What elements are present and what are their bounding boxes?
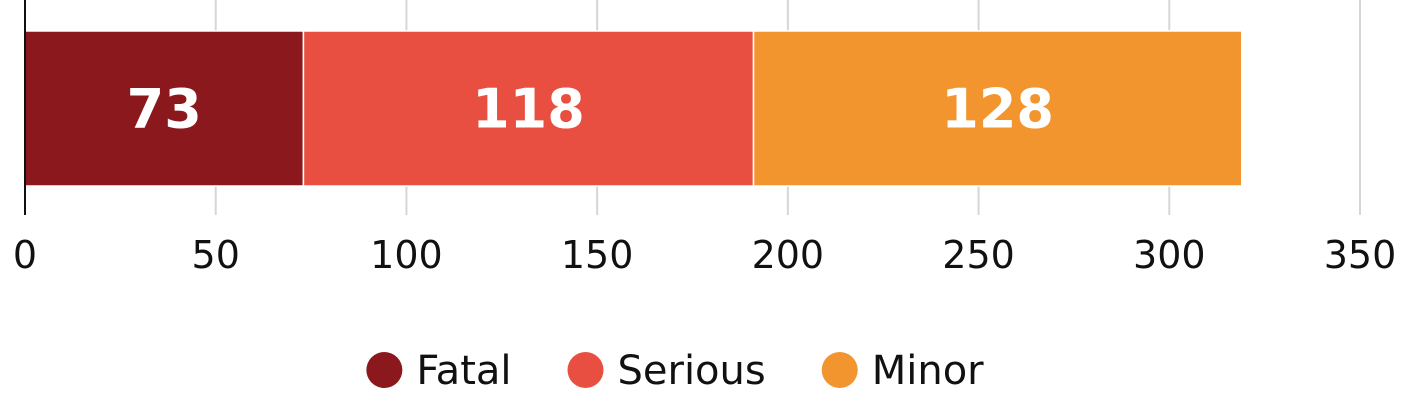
data-label-fatal: 73: [127, 78, 202, 141]
x-tick-label-0: 0: [13, 233, 37, 277]
x-tick-label-350: 350: [1324, 233, 1397, 277]
x-tick-label-150: 150: [561, 233, 634, 277]
legend: Fatal Serious Minor: [366, 348, 984, 394]
x-tick-label-250: 250: [942, 233, 1015, 277]
bar-segment-serious: [302, 30, 755, 187]
legend-label-minor: Minor: [872, 348, 984, 394]
x-tick-label-50: 50: [192, 233, 240, 277]
bar-segment-minor: [752, 30, 1243, 187]
legend-item-fatal: Fatal: [366, 348, 512, 394]
bars: 73 118 128: [24, 30, 1243, 187]
legend-label-fatal: Fatal: [416, 348, 511, 394]
x-axis: 0 50 100 150 200 250 300 350: [13, 0, 1396, 277]
x-tick-label-100: 100: [370, 233, 443, 277]
x-tick-label-300: 300: [1133, 233, 1206, 277]
x-tick-label-200: 200: [752, 233, 825, 277]
legend-swatch-fatal: [366, 352, 403, 388]
legend-label-serious: Serious: [618, 348, 766, 394]
data-label-minor: 128: [941, 78, 1054, 141]
data-label-serious: 118: [472, 78, 585, 141]
legend-swatch-minor: [821, 352, 858, 388]
legend-item-minor: Minor: [821, 348, 984, 394]
legend-item-serious: Serious: [567, 348, 766, 394]
legend-swatch-serious: [567, 352, 604, 388]
